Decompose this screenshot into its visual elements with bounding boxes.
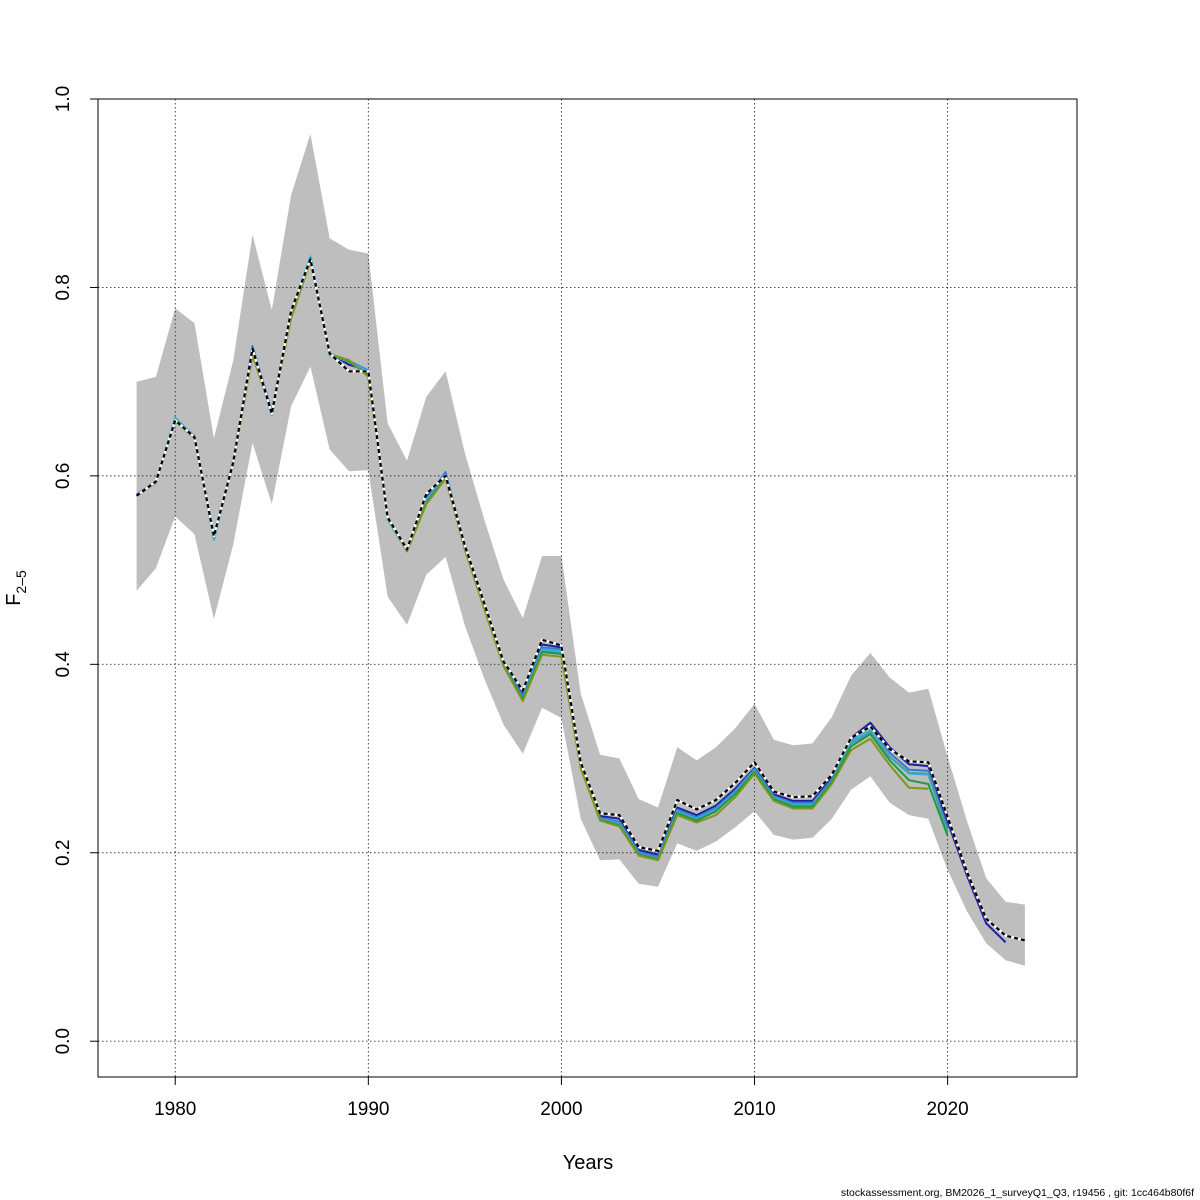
y-tick-label: 0.4	[53, 651, 74, 678]
axis-layer: 1980 1990 2000 2010 2020 0.0 0.2 0.4 0.6 0.8 1.0	[53, 86, 969, 1120]
y-axis-title-main: F	[3, 594, 25, 606]
y-tick-label: 1.0	[53, 86, 74, 112]
x-tick-label: 2010	[733, 1099, 775, 1120]
series-line-dashed	[135, 258, 1026, 942]
x-tick-label: 1980	[154, 1099, 196, 1120]
y-tick-label: 0.8	[53, 274, 74, 300]
y-tick-label: 0.6	[53, 463, 74, 489]
x-axis-title: Years	[563, 1152, 613, 1174]
y-axis-title: F2–5	[3, 570, 29, 606]
series-layer	[135, 255, 1026, 944]
x-tick-label: 2020	[926, 1099, 968, 1120]
footer-credit: stockassessment.org, BM2026_1_surveyQ1_Q…	[841, 1187, 1194, 1199]
y-tick-label: 0.2	[53, 840, 74, 866]
x-tick-label: 2000	[540, 1099, 582, 1120]
y-tick-label: 0.0	[53, 1028, 74, 1054]
x-tick-label: 1990	[347, 1099, 389, 1120]
y-axis-title-subscript: 2–5	[13, 570, 29, 594]
confidence-band-layer	[136, 133, 1025, 966]
confidence-band	[136, 133, 1025, 966]
